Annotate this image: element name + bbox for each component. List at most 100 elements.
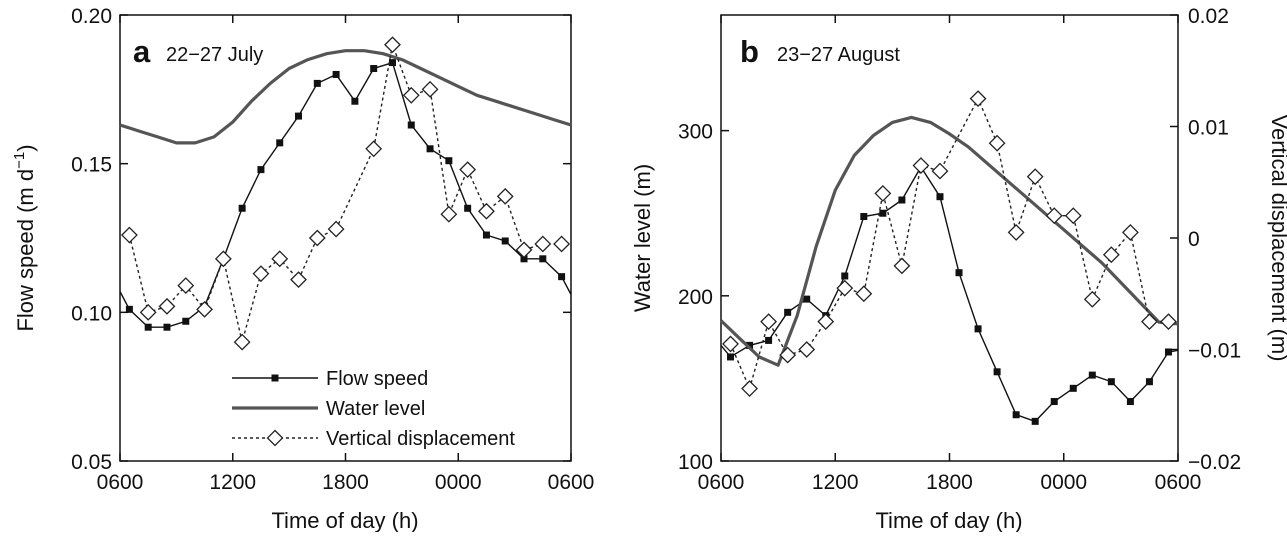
panel-a-plot-area bbox=[119, 36, 572, 351]
vertical-displacement-point bbox=[1083, 290, 1101, 308]
legend-label: Vertical displacement bbox=[326, 428, 515, 450]
vertical-displacement-point bbox=[1160, 313, 1177, 331]
vertical-displacement-point bbox=[515, 241, 533, 259]
flow-speed-point bbox=[727, 353, 735, 361]
flow-speed-point bbox=[765, 336, 773, 344]
vertical-displacement-point bbox=[722, 335, 739, 353]
vertical-displacement-line bbox=[128, 42, 562, 343]
vertical-displacement-point bbox=[120, 226, 138, 244]
flow-speed-point bbox=[351, 97, 359, 105]
flow-speed-point bbox=[841, 272, 849, 280]
vertical-displacement-point bbox=[969, 90, 987, 108]
x-tick-label: 0600 bbox=[698, 471, 745, 494]
flow-speed-point bbox=[332, 70, 340, 78]
flow-speed-point bbox=[388, 59, 396, 67]
flow-speed-point bbox=[1031, 417, 1039, 425]
flow-speed-point bbox=[879, 209, 887, 217]
panel-a-x-axis-label: Time of day (h) bbox=[271, 508, 418, 532]
flow-speed-point bbox=[993, 368, 1001, 376]
flow-speed-point bbox=[370, 65, 378, 73]
vertical-displacement-point bbox=[553, 235, 571, 253]
flow-speed-point bbox=[1012, 411, 1020, 419]
flow-speed-point bbox=[295, 112, 303, 120]
flow-speed-point bbox=[501, 237, 509, 245]
vertical-displacement-point bbox=[1007, 224, 1025, 241]
panel-b: 0600 1200 1800 0000 0600100200300−0.02−0.010… bbox=[630, 5, 1287, 533]
legend-flow-speed-marker bbox=[271, 374, 279, 382]
x-tick-label: 1800 bbox=[926, 471, 973, 494]
flow-speed-point bbox=[1088, 371, 1096, 379]
vertical-displacement-point bbox=[931, 162, 949, 180]
vertical-displacement-point bbox=[779, 346, 797, 364]
vertical-displacement-line bbox=[729, 96, 1169, 391]
flow-speed-point bbox=[1107, 378, 1115, 386]
flow-speed-point bbox=[520, 255, 528, 263]
vertical-displacement-point bbox=[327, 220, 345, 238]
y-tick-label: 100 bbox=[678, 451, 713, 474]
flow-speed-point bbox=[182, 317, 190, 325]
flow-speed-point bbox=[1145, 378, 1153, 386]
water-level-line bbox=[719, 115, 1179, 367]
water-level-line bbox=[119, 49, 572, 145]
x-tick-label: 0000 bbox=[1040, 471, 1087, 494]
panel-b-letter: b bbox=[740, 34, 759, 69]
panel-b-y-axis-label: Water level (m) bbox=[630, 164, 655, 312]
y-tick-label: 300 bbox=[678, 121, 713, 144]
vertical-displacement-point bbox=[478, 202, 495, 220]
panel-b-title: 23−27 August bbox=[777, 44, 900, 66]
panel-b-y2-axis-label: Vertical displacement (m) bbox=[1267, 115, 1287, 362]
vertical-displacement-point bbox=[741, 380, 758, 397]
x-tick-label: 1200 bbox=[209, 471, 256, 494]
vertical-displacement-point bbox=[290, 271, 307, 289]
panel-a-legend: Flow speed Water level Vertical displaceme… bbox=[232, 368, 515, 450]
flow-speed-point bbox=[163, 323, 171, 331]
vertical-displacement-point bbox=[1102, 246, 1120, 264]
flow-speed-point bbox=[426, 145, 434, 153]
vertical-displacement-point bbox=[365, 140, 383, 158]
vertical-displacement-point bbox=[233, 333, 251, 351]
panel-b-ticks: 0600 1200 1800 0000 0600100200300−0.02−0.010… bbox=[678, 5, 1241, 494]
flow-speed-point bbox=[482, 231, 490, 239]
x-tick-label: 0600 bbox=[1155, 471, 1202, 494]
vertical-displacement-point bbox=[912, 157, 930, 174]
vertical-displacement-point bbox=[158, 297, 176, 315]
y-tick-label: 0.10 bbox=[71, 302, 112, 325]
vertical-displacement-point bbox=[760, 313, 778, 331]
flow-speed-point bbox=[1050, 398, 1058, 406]
flow-speed-point bbox=[276, 139, 284, 147]
vertical-displacement-point bbox=[196, 300, 213, 318]
vertical-displacement-point bbox=[384, 36, 401, 54]
vertical-displacement-point bbox=[874, 184, 892, 202]
legend-label: Flow speed bbox=[326, 368, 428, 390]
vertical-displacement-point bbox=[177, 277, 195, 294]
flow-speed-point bbox=[125, 305, 133, 313]
vertical-displacement-point bbox=[1064, 207, 1082, 225]
vertical-displacement-point bbox=[1141, 313, 1158, 331]
vertical-displacement-point bbox=[139, 303, 157, 321]
vertical-displacement-point bbox=[534, 235, 552, 253]
vertical-displacement-point bbox=[836, 279, 854, 297]
panel-a-title: 22−27 July bbox=[166, 44, 263, 66]
y-tick-label: 200 bbox=[678, 286, 713, 309]
y2-tick-label: 0.02 bbox=[1188, 5, 1229, 28]
flow-speed-point bbox=[1069, 384, 1077, 392]
vertical-displacement-point bbox=[252, 265, 270, 283]
vertical-displacement-point bbox=[855, 285, 873, 303]
flow-speed-point bbox=[860, 213, 868, 221]
x-tick-label: 0000 bbox=[435, 471, 482, 494]
panel-a-y-axis-label: Flow speed (m d−1) bbox=[11, 144, 38, 331]
y2-tick-label: −0.02 bbox=[1188, 451, 1241, 474]
vertical-displacement-point bbox=[402, 86, 420, 104]
flow-speed-point bbox=[238, 204, 246, 212]
vertical-displacement-point bbox=[271, 250, 289, 268]
flow-speed-point bbox=[407, 121, 415, 129]
flow-speed-point bbox=[1164, 348, 1172, 356]
legend-vertical-displacement-marker bbox=[266, 429, 284, 447]
x-tick-label: 1200 bbox=[812, 471, 859, 494]
vertical-displacement-point bbox=[214, 250, 232, 268]
vertical-displacement-point bbox=[496, 187, 514, 205]
